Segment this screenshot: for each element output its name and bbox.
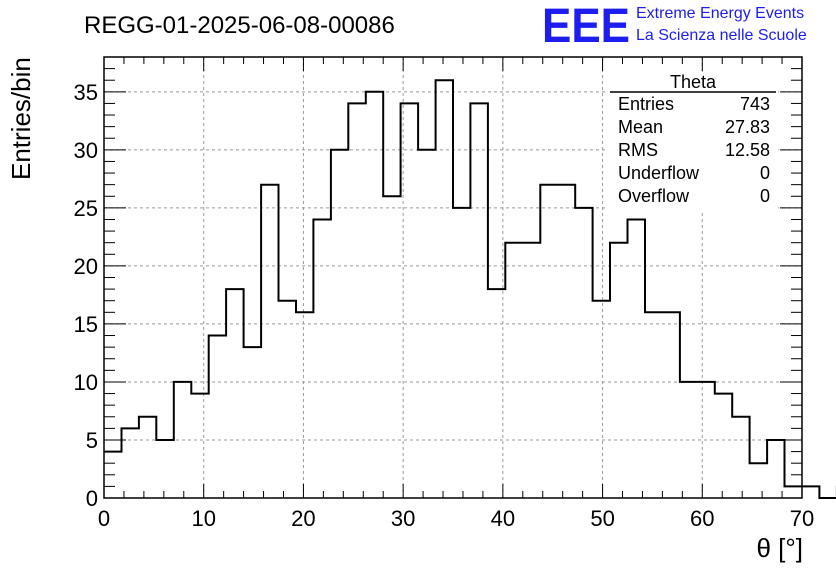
logo-line-1: Extreme Energy Events — [636, 5, 804, 22]
x-tick-label: 10 — [191, 506, 215, 531]
stats-box-title: Theta — [670, 72, 717, 92]
chart-title: REGG-01-2025-06-08-00086 — [84, 12, 395, 39]
stats-row-label: Overflow — [618, 186, 690, 206]
x-tick-label: 60 — [690, 506, 714, 531]
x-tick-label: 20 — [291, 506, 315, 531]
y-tick-label: 35 — [74, 80, 98, 105]
x-axis-label: θ [°] — [756, 533, 803, 563]
y-axis-label: Entries/bin — [6, 57, 36, 180]
logo-line-2: La Scienza nelle Scuole — [636, 27, 807, 44]
y-tick-label: 20 — [74, 254, 98, 279]
x-tick-label: 30 — [391, 506, 415, 531]
stats-rows: Entries 743 Mean 27.83 RMS 12.58 Underflow 0 Ove… — [618, 94, 770, 206]
axis-ticks — [103, 56, 803, 499]
stats-row-value: 0 — [760, 186, 770, 206]
stats-row-label: Entries — [618, 94, 674, 114]
stats-row-value: 27.83 — [725, 117, 770, 137]
stats-row-label: Mean — [618, 117, 663, 137]
stats-box: Theta Entries 743 Mean 27.83 RMS 12.58 Underfl… — [608, 72, 778, 210]
x-tick-label: 50 — [590, 506, 614, 531]
plot-frame — [103, 56, 803, 499]
y-tick-label: 30 — [74, 138, 98, 163]
y-tick-label: 10 — [74, 370, 98, 395]
stats-row-value: 12.58 — [725, 140, 770, 160]
y-tick-label: 25 — [74, 196, 98, 221]
x-tick-label: 40 — [491, 506, 515, 531]
stats-box-bg — [608, 74, 778, 210]
stats-row-label: RMS — [618, 140, 658, 160]
x-tick-label: 70 — [790, 506, 814, 531]
x-tick-labels: 0 10 20 30 40 50 60 70 — [98, 506, 814, 531]
y-tick-label: 5 — [86, 428, 98, 453]
stats-row-value: 743 — [740, 94, 770, 114]
x-tick-label: 0 — [98, 506, 110, 531]
stats-row-value: 0 — [760, 163, 770, 183]
eee-logo-letters: EEE — [542, 0, 630, 53]
eee-logo: EEE Extreme Energy Events La Scienza nel… — [542, 0, 807, 53]
histogram-line — [104, 79, 836, 499]
stats-row-label: Underflow — [618, 163, 700, 183]
y-tick-label: 0 — [86, 486, 98, 511]
y-tick-labels: 0 5 10 15 20 25 30 35 — [74, 80, 98, 511]
y-tick-label: 15 — [74, 312, 98, 337]
